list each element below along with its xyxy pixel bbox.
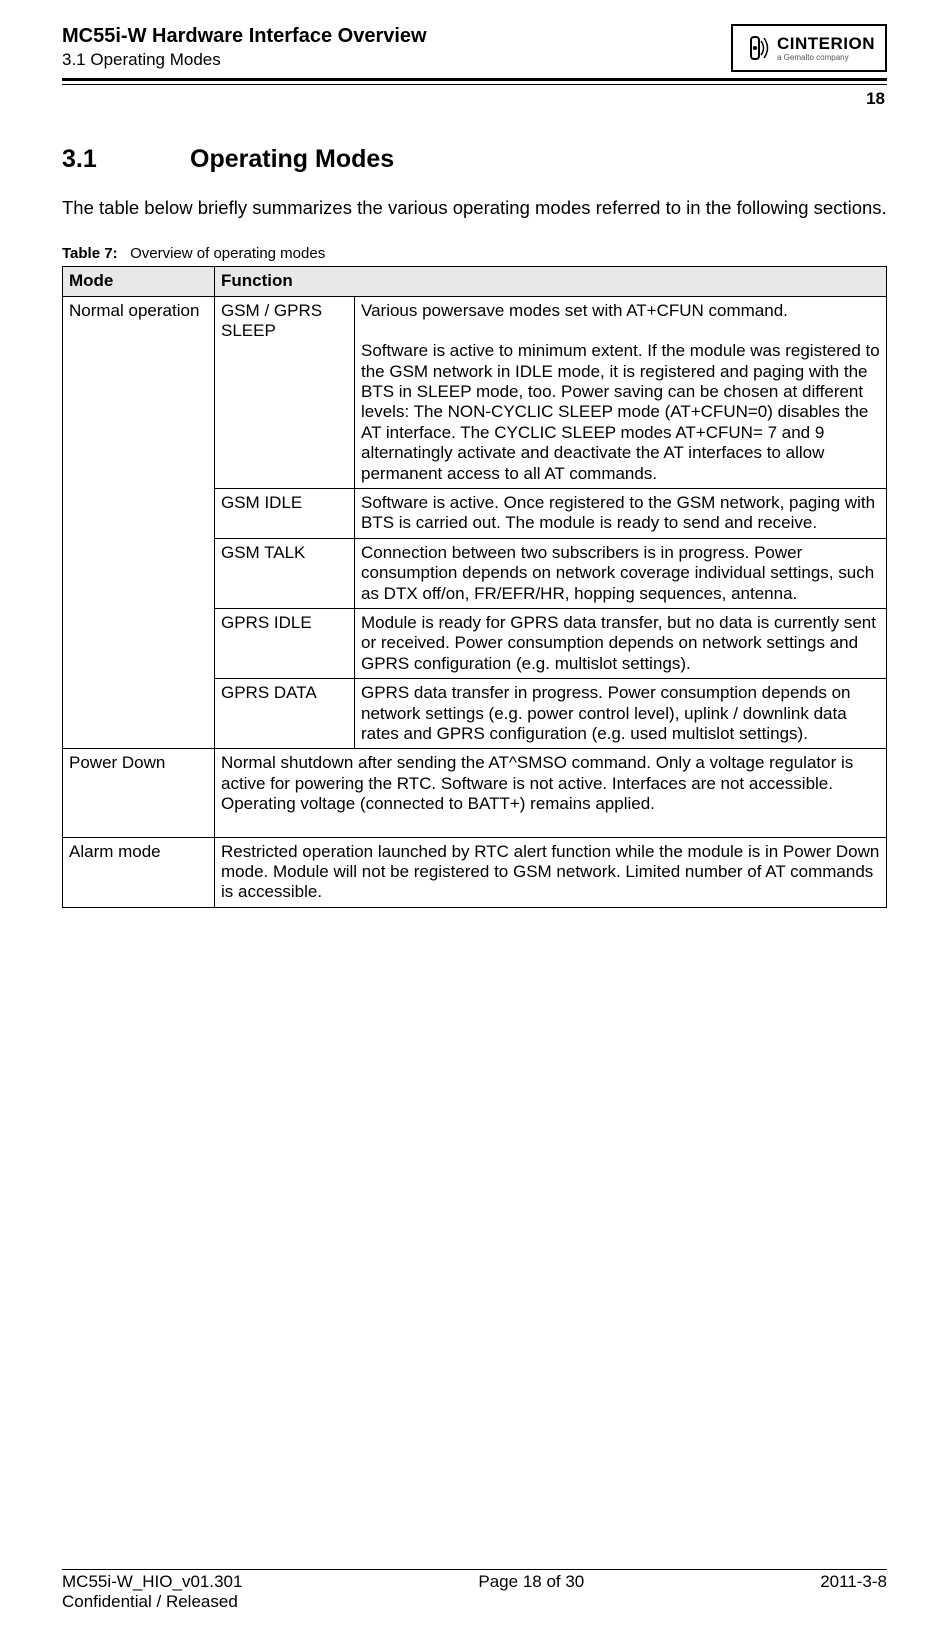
footer-rule [62,1569,887,1570]
table-caption: Table 7: Overview of operating modes [62,245,887,262]
cell-idle-label: GSM IDLE [215,489,355,539]
logo-sub: a Gemalto company [777,54,875,62]
intro-paragraph: The table below briefly summarizes the v… [62,196,887,219]
footer-doc-id: MC55i-W_HIO_v01.301 [62,1572,242,1592]
doc-subtitle: 3.1 Operating Modes [62,50,427,70]
cell-talk-text: Connection between two subscribers is in… [355,538,887,608]
cell-sleep-text: Various powersave modes set with AT+CFUN… [355,296,887,489]
doc-title: MC55i-W Hardware Interface Overview [62,24,427,48]
cell-gprs-data-label: GPRS DATA [215,679,355,749]
cell-gprs-idle-text: Module is ready for GPRS data transfer, … [355,608,887,678]
table-header-row: Mode Function [63,267,887,296]
footer-center: Page 18 of 30 [242,1572,820,1612]
page-container: MC55i-W Hardware Interface Overview 3.1 … [0,0,949,1636]
footer-row: MC55i-W_HIO_v01.301 Confidential / Relea… [62,1572,887,1612]
cell-talk-label: GSM TALK [215,538,355,608]
table-caption-text: Overview of operating modes [130,245,325,262]
operating-modes-table: Mode Function Normal operation GSM / GPR… [62,266,887,908]
cell-sleep-label: GSM / GPRS SLEEP [215,296,355,489]
antenna-icon [741,31,769,65]
section-number: 3.1 [62,145,190,174]
page-footer: MC55i-W_HIO_v01.301 Confidential / Relea… [62,1566,887,1612]
section-heading: 3.1 Operating Modes [62,145,887,174]
cell-idle-text: Software is active. Once registered to t… [355,489,887,539]
cell-gprs-idle-label: GPRS IDLE [215,608,355,678]
cell-powerdown-text: Normal shutdown after sending the AT^SMS… [215,749,887,837]
logo-text: CINTERION a Gemalto company [777,35,875,62]
cell-powerdown-label: Power Down [63,749,215,837]
th-function: Function [215,267,887,296]
cell-normal-op: Normal operation [63,296,215,749]
brand-logo: CINTERION a Gemalto company [731,24,887,72]
logo-main: CINTERION [777,35,875,52]
table-row: Alarm mode Restricted operation launched… [63,837,887,907]
page-number-top: 18 [62,89,885,109]
cell-gprs-data-text: GPRS data transfer in progress. Power co… [355,679,887,749]
cell-alarm-label: Alarm mode [63,837,215,907]
th-mode: Mode [63,267,215,296]
table-row: Power Down Normal shutdown after sending… [63,749,887,837]
header-rule-thin [62,84,887,85]
header-rule-thick [62,78,887,81]
footer-left: MC55i-W_HIO_v01.301 Confidential / Relea… [62,1572,242,1612]
cell-alarm-text: Restricted operation launched by RTC ale… [215,837,887,907]
footer-right: 2011-3-8 [820,1572,887,1612]
page-header: MC55i-W Hardware Interface Overview 3.1 … [62,24,887,72]
table-row: Normal operation GSM / GPRS SLEEP Variou… [63,296,887,489]
table-caption-label: Table 7: [62,245,118,262]
header-left: MC55i-W Hardware Interface Overview 3.1 … [62,24,427,70]
footer-confidential: Confidential / Released [62,1592,242,1612]
section-title: Operating Modes [190,145,394,174]
